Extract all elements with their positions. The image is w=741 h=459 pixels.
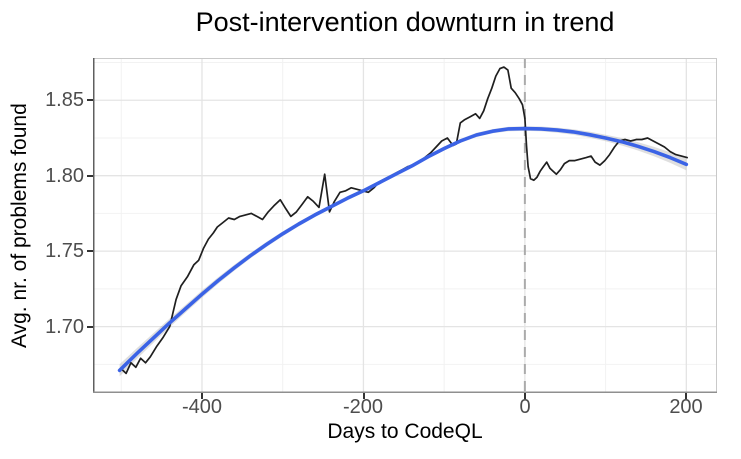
daily-average-line [120,66,688,375]
x-tick-label-zero: 0 [519,396,531,418]
loess-trend-line [117,126,689,373]
x-tick-label-neg-400: -400 [181,396,223,418]
y-tick-label-1-75: 1.75 [45,240,84,262]
x-tick-label-200: 200 [669,396,703,418]
x-tick-mark [524,393,526,399]
y-tick-label-1-85: 1.85 [45,89,84,111]
panel-border [93,58,717,393]
plot-panel [93,58,717,393]
y-tick-mark [87,326,93,328]
x-tick-mark [363,393,365,399]
x-tick-mark [201,393,203,399]
y-tick-mark [87,250,93,252]
chart-title: Post-intervention downturn in trend [195,7,615,37]
y-tick-label-1-70: 1.70 [45,316,84,338]
x-tick-mark [685,393,687,399]
x-tick-label-neg-200: -200 [342,396,384,418]
y-tick-mark [87,99,93,101]
plot-svg [93,58,717,393]
y-tick-mark [87,175,93,177]
y-tick-label-1-80: 1.80 [45,165,84,187]
x-axis-title: Days to CodeQL [327,420,483,443]
